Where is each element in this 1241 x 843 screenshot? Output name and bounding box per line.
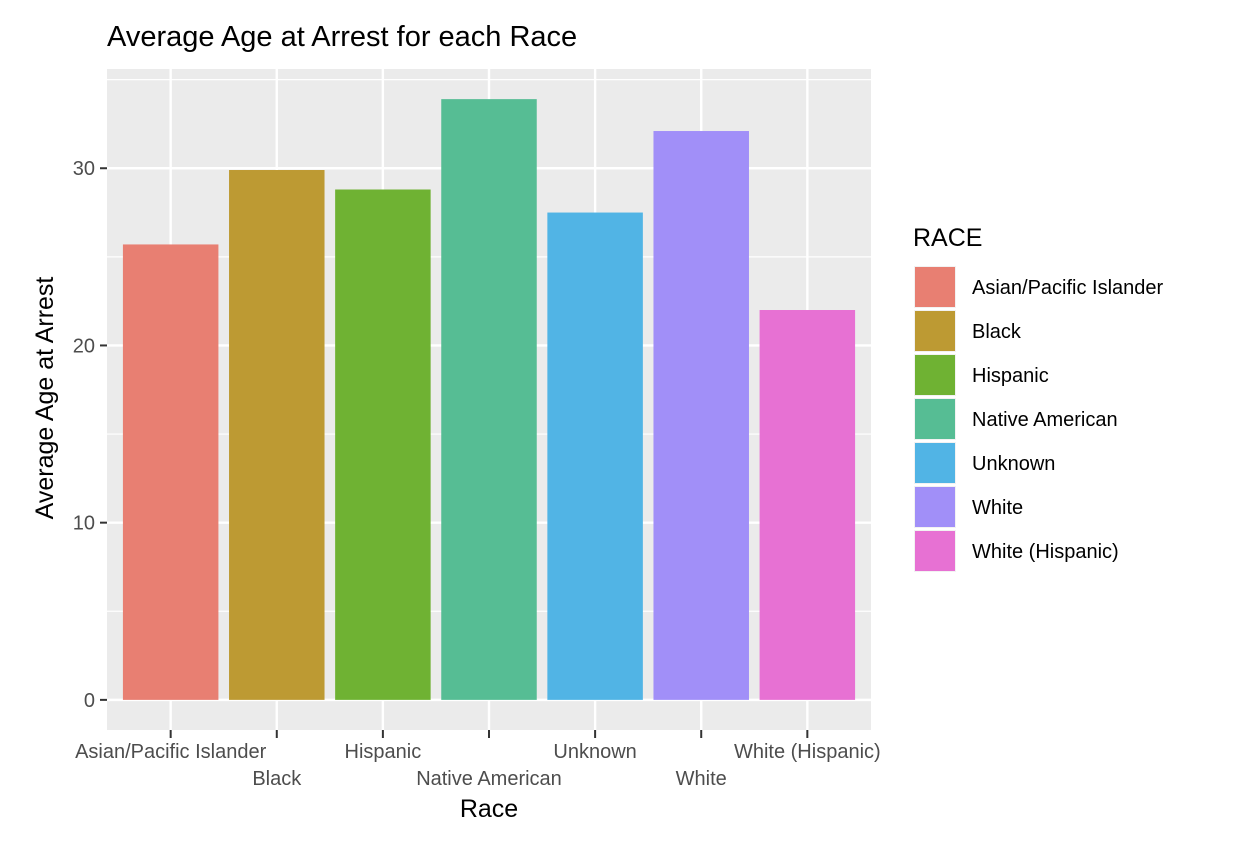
chart-title: Average Age at Arrest for each Race bbox=[107, 21, 577, 53]
legend-swatch bbox=[915, 487, 955, 527]
x-tick-label: Asian/Pacific Islander bbox=[75, 741, 267, 763]
x-tick-label: White bbox=[676, 768, 727, 790]
x-axis: Asian/Pacific Islander Black Hispanic Nativ… bbox=[75, 730, 881, 790]
legend-swatch bbox=[915, 399, 955, 439]
legend-label: Black bbox=[972, 321, 1022, 343]
legend-label: Unknown bbox=[972, 453, 1055, 475]
legend-label: White bbox=[972, 497, 1023, 519]
bar bbox=[122, 244, 219, 700]
bar bbox=[759, 310, 856, 700]
bars-group bbox=[122, 99, 856, 700]
legend-swatch bbox=[915, 443, 955, 483]
bar bbox=[441, 99, 537, 700]
legend: RACE Asian/Pacific Islander Black Hispanic… bbox=[913, 224, 1164, 572]
x-tick-label: Black bbox=[252, 768, 302, 790]
x-axis-title: Race bbox=[460, 795, 518, 823]
bar bbox=[229, 170, 325, 700]
bar bbox=[547, 212, 643, 700]
x-tick-label: Hispanic bbox=[345, 741, 422, 763]
y-axis: 0 10 20 30 bbox=[73, 158, 107, 712]
x-tick-label: Unknown bbox=[553, 741, 636, 763]
legend-label: Hispanic bbox=[972, 365, 1049, 387]
y-tick-label: 20 bbox=[73, 335, 95, 357]
bar bbox=[335, 189, 431, 700]
legend-label: White (Hispanic) bbox=[972, 541, 1119, 563]
x-tick-label: White (Hispanic) bbox=[734, 741, 881, 763]
y-tick-label: 10 bbox=[73, 513, 95, 535]
x-tick-label: Native American bbox=[416, 768, 562, 790]
legend-label: Native American bbox=[972, 409, 1118, 431]
legend-swatch bbox=[915, 531, 955, 571]
legend-title: RACE bbox=[913, 224, 982, 252]
y-tick-label: 0 bbox=[84, 690, 95, 712]
legend-swatch bbox=[915, 355, 955, 395]
bar bbox=[653, 131, 749, 700]
y-tick-label: 30 bbox=[73, 158, 95, 180]
legend-label: Asian/Pacific Islander bbox=[972, 277, 1164, 299]
legend-swatch bbox=[915, 267, 955, 307]
legend-swatch bbox=[915, 311, 955, 351]
y-axis-title: Average Age at Arrest bbox=[31, 277, 59, 520]
